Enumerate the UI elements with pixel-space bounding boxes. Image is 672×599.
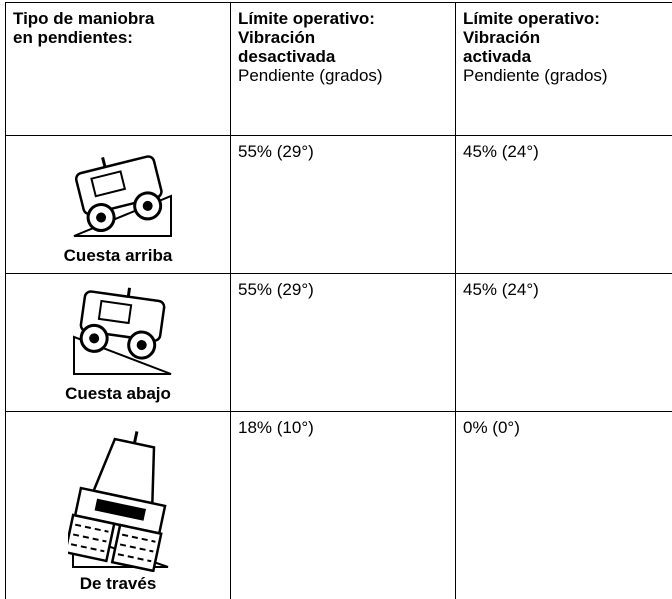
header-text: desactivada: [238, 47, 336, 66]
value-text: 55% (29°): [238, 280, 314, 299]
header-text: Vibración: [463, 28, 541, 47]
header-cell: Tipo de maniobra en pendientes:: [5, 2, 230, 135]
value-cell: 0% (0°): [455, 411, 672, 599]
maneuver-label: De través: [79, 574, 157, 593]
value-cell: 18% (10°): [230, 411, 455, 599]
header-subtitle: Pendiente (grados): [463, 66, 608, 85]
maneuver-cell: De través: [5, 411, 230, 599]
header-text: en pendientes:: [13, 28, 133, 47]
value-cell: 55% (29°): [230, 273, 455, 411]
header-text: Tipo de maniobra: [13, 9, 155, 28]
maneuver-cell: Cuesta arriba: [5, 135, 230, 273]
value-text: 45% (24°): [463, 280, 539, 299]
maneuver-label: Cuesta abajo: [65, 384, 171, 403]
value-cell: 55% (29°): [230, 135, 455, 273]
value-text: 55% (29°): [238, 142, 314, 161]
value-text: 0% (0°): [463, 418, 520, 437]
uphill-illustration: [73, 155, 172, 237]
sideways-illustration: [68, 431, 169, 572]
value-text: 18% (10°): [238, 418, 314, 437]
header-text: Vibración: [238, 28, 316, 47]
value-cell: 45% (24°): [455, 273, 672, 411]
maneuver-cell: Cuesta abajo: [5, 273, 230, 411]
value-text: 45% (24°): [463, 142, 539, 161]
header-cell: Límite operativo: Vibración desactivada …: [230, 2, 455, 135]
header-text: Límite operativo:: [238, 9, 375, 28]
header-cell: Límite operativo: Vibración activada Pen…: [455, 2, 672, 135]
header-text: Límite operativo:: [463, 9, 600, 28]
downhill-illustration: [73, 287, 172, 375]
header-subtitle: Pendiente (grados): [238, 66, 383, 85]
value-cell: 45% (24°): [455, 135, 672, 273]
maneuver-label: Cuesta arriba: [63, 246, 173, 265]
header-text: activada: [463, 47, 532, 66]
